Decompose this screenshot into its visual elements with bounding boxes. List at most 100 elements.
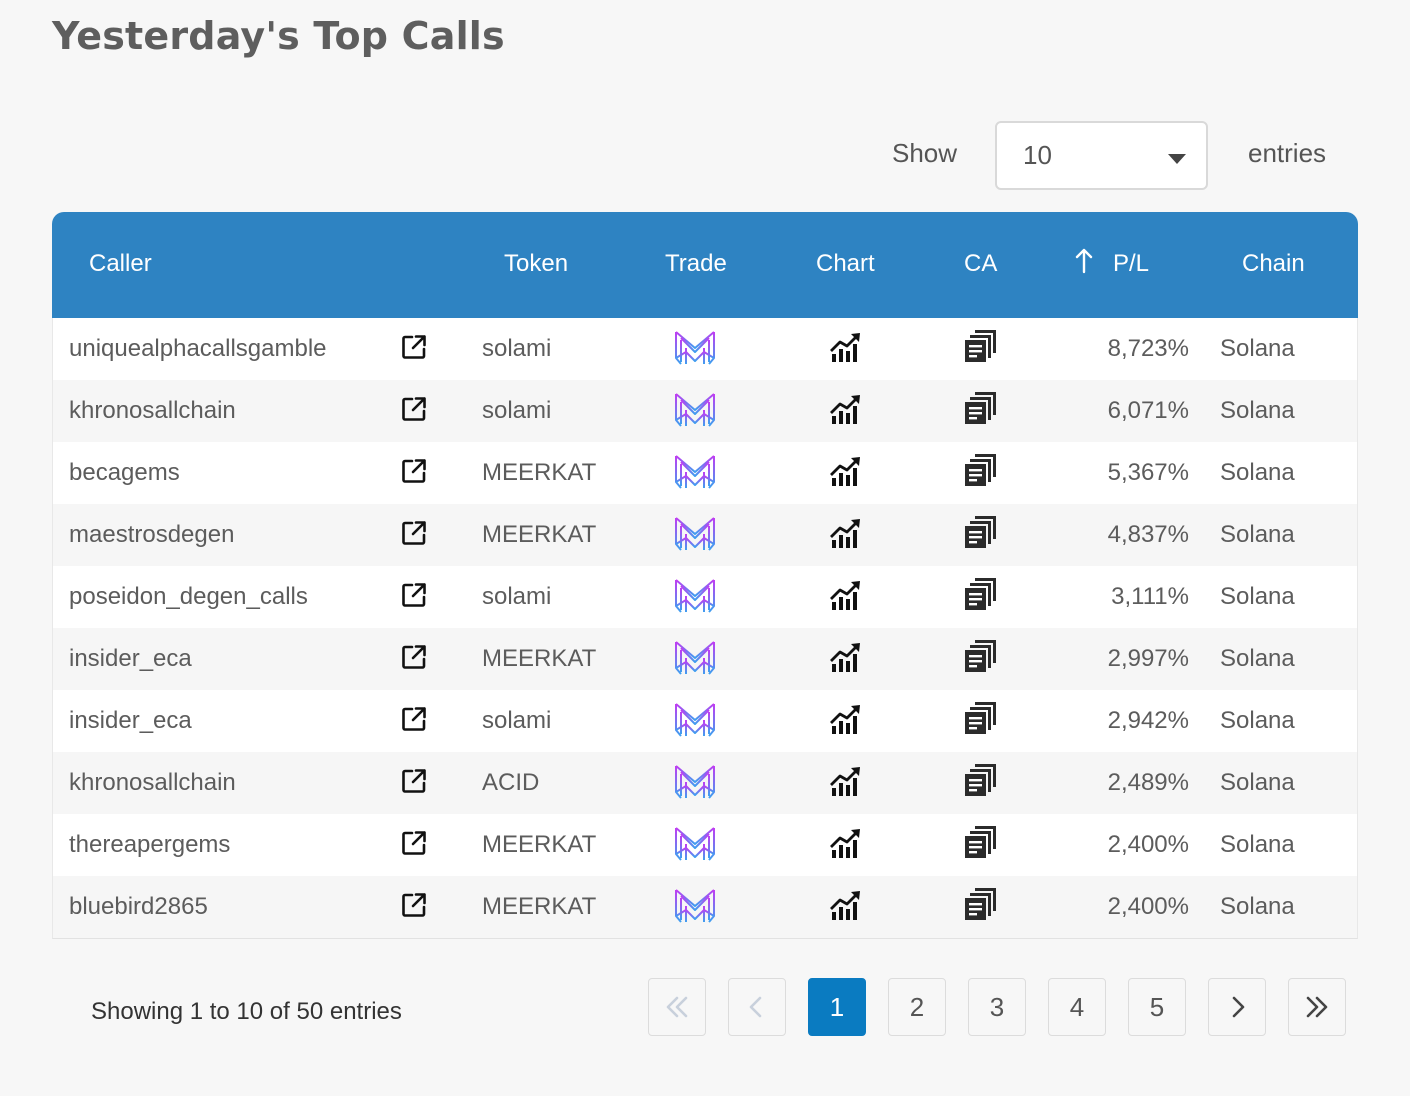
chain-name: Solana: [1220, 831, 1295, 858]
page-button-1[interactable]: 1: [808, 978, 866, 1036]
caller-name: maestrosdegen: [69, 521, 235, 548]
profit-loss-value: 2,400%: [1107, 893, 1189, 920]
double-chevron-right-icon: [1306, 996, 1328, 1018]
chart-trend-icon[interactable]: [829, 578, 863, 612]
chart-trend-icon[interactable]: [829, 640, 863, 674]
entries-label: entries: [1248, 138, 1327, 168]
external-link-icon[interactable]: [400, 705, 428, 733]
chain-name: Solana: [1220, 397, 1295, 424]
token-name: solami: [482, 397, 552, 424]
profit-loss-value: 5,367%: [1107, 459, 1189, 486]
copy-icon[interactable]: [963, 576, 999, 612]
copy-icon[interactable]: [963, 638, 999, 674]
token-name: MEERKAT: [482, 459, 597, 486]
copy-icon[interactable]: [963, 700, 999, 736]
trade-logo-icon[interactable]: [673, 638, 717, 678]
table-row: uniquealphacallsgamble solami 8,723% Solana: [53, 318, 1357, 380]
chart-trend-icon[interactable]: [829, 888, 863, 922]
external-link-icon[interactable]: [400, 829, 428, 857]
copy-icon[interactable]: [963, 762, 999, 798]
caller-name: uniquealphacallsgamble: [69, 335, 327, 362]
table-row: insider_eca MEERKAT 2,997% Solana: [53, 628, 1357, 690]
caller-name: becagems: [69, 459, 180, 486]
chain-name: Solana: [1220, 893, 1295, 920]
caller-name: khronosallchain: [69, 769, 236, 796]
token-name: MEERKAT: [482, 521, 597, 548]
external-link-icon[interactable]: [400, 891, 428, 919]
external-link-icon[interactable]: [400, 519, 428, 547]
chart-trend-icon[interactable]: [829, 516, 863, 550]
table-row: becagems MEERKAT 5,367% Solana: [53, 442, 1357, 504]
chevron-right-icon: [1232, 996, 1245, 1018]
token-name: solami: [482, 335, 552, 362]
sort-ascending-arrow-icon[interactable]: [1075, 248, 1093, 274]
next-page-button[interactable]: [1208, 978, 1266, 1036]
page-button-5[interactable]: 5: [1128, 978, 1186, 1036]
profit-loss-value: 6,071%: [1107, 397, 1189, 424]
external-link-icon[interactable]: [400, 457, 428, 485]
trade-logo-icon[interactable]: [673, 824, 717, 864]
token-name: solami: [482, 707, 552, 734]
header-chain[interactable]: Chain: [1242, 250, 1305, 277]
copy-icon[interactable]: [963, 886, 999, 922]
profit-loss-value: 2,942%: [1107, 707, 1189, 734]
copy-icon[interactable]: [963, 824, 999, 860]
trade-logo-icon[interactable]: [673, 762, 717, 802]
chart-trend-icon[interactable]: [829, 764, 863, 798]
page-button-4[interactable]: 4: [1048, 978, 1106, 1036]
chain-name: Solana: [1220, 645, 1295, 672]
table-row: maestrosdegen MEERKAT 4,837% Solana: [53, 504, 1357, 566]
first-page-button[interactable]: [648, 978, 706, 1036]
trade-logo-icon[interactable]: [673, 328, 717, 368]
external-link-icon[interactable]: [400, 767, 428, 795]
table-row: khronosallchain solami 6,071% Solana: [53, 380, 1357, 442]
copy-icon[interactable]: [963, 328, 999, 364]
trade-logo-icon[interactable]: [673, 452, 717, 492]
header-caller[interactable]: Caller: [89, 250, 152, 277]
external-link-icon[interactable]: [400, 395, 428, 423]
trade-logo-icon[interactable]: [673, 576, 717, 616]
entries-per-page-select[interactable]: 10: [995, 121, 1208, 190]
last-page-button[interactable]: [1288, 978, 1346, 1036]
header-ca[interactable]: CA: [964, 250, 998, 277]
page-button-2[interactable]: 2: [888, 978, 946, 1036]
table-row: poseidon_degen_calls solami 3,111% Solana: [53, 566, 1357, 628]
chain-name: Solana: [1220, 583, 1295, 610]
show-label: Show: [892, 138, 958, 168]
double-chevron-left-icon: [666, 996, 688, 1018]
profit-loss-value: 4,837%: [1107, 521, 1189, 548]
table-header: Caller Token Trade Chart CA P/L Chain: [52, 212, 1358, 318]
chart-trend-icon[interactable]: [829, 826, 863, 860]
token-name: MEERKAT: [482, 831, 597, 858]
external-link-icon[interactable]: [400, 333, 428, 361]
caller-name: khronosallchain: [69, 397, 236, 424]
copy-icon[interactable]: [963, 514, 999, 550]
chart-trend-icon[interactable]: [829, 702, 863, 736]
page-button-3[interactable]: 3: [968, 978, 1026, 1036]
external-link-icon[interactable]: [400, 643, 428, 671]
chart-trend-icon[interactable]: [829, 454, 863, 488]
header-token[interactable]: Token: [504, 250, 569, 277]
header-trade[interactable]: Trade: [665, 250, 727, 277]
table-row: thereapergems MEERKAT 2,400% Solana: [53, 814, 1357, 876]
header-chart[interactable]: Chart: [816, 250, 875, 277]
page-title: Yesterday's Top Calls: [52, 14, 505, 58]
chart-trend-icon[interactable]: [829, 392, 863, 426]
external-link-icon[interactable]: [400, 581, 428, 609]
copy-icon[interactable]: [963, 452, 999, 488]
trade-logo-icon[interactable]: [673, 700, 717, 740]
profit-loss-value: 8,723%: [1107, 335, 1189, 362]
trade-logo-icon[interactable]: [673, 886, 717, 926]
trade-logo-icon[interactable]: [673, 390, 717, 430]
copy-icon[interactable]: [963, 390, 999, 426]
profit-loss-value: 3,111%: [1111, 583, 1189, 610]
profit-loss-value: 2,400%: [1107, 831, 1189, 858]
trade-logo-icon[interactable]: [673, 514, 717, 554]
chart-trend-icon[interactable]: [829, 330, 863, 364]
table-row: khronosallchain ACID 2,489% Solana: [53, 752, 1357, 814]
previous-page-button[interactable]: [728, 978, 786, 1036]
table-row: bluebird2865 MEERKAT 2,400% Solana: [53, 876, 1357, 938]
header-pl[interactable]: P/L: [1113, 250, 1150, 277]
chevron-left-icon: [749, 996, 762, 1018]
chain-name: Solana: [1220, 769, 1295, 796]
